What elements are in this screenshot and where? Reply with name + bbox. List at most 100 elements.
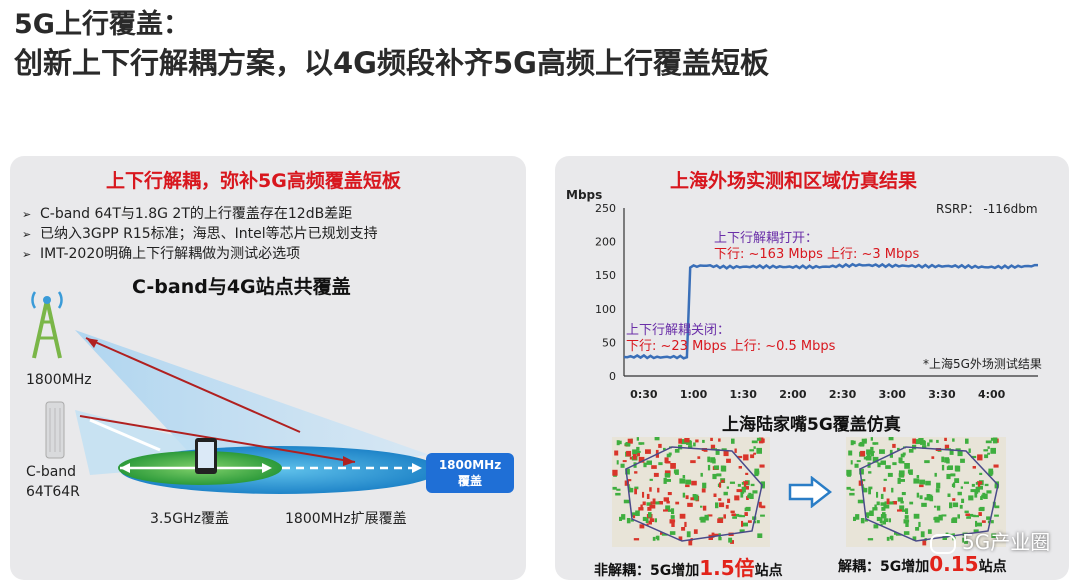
sim-cell xyxy=(853,516,856,521)
sim-cell xyxy=(741,482,744,485)
sim-cell xyxy=(870,452,874,457)
sim-cell xyxy=(658,443,662,448)
sim-cell xyxy=(971,483,975,487)
sim-cell xyxy=(754,468,760,474)
sim-cell xyxy=(727,498,731,503)
sim-cell xyxy=(885,465,891,469)
sim-cell xyxy=(756,437,762,441)
sim-cell xyxy=(636,450,641,453)
sim-cell xyxy=(760,481,765,487)
sim-cell xyxy=(729,481,735,484)
sim-cell xyxy=(916,492,920,498)
sim-cell xyxy=(850,460,853,465)
sim-cell xyxy=(870,437,873,441)
sim-cell xyxy=(892,443,896,448)
sim-cell xyxy=(630,519,634,522)
sim-cell xyxy=(863,456,866,460)
caption-non-decoupled-value: 1.5倍 xyxy=(699,556,755,580)
sim-cell xyxy=(734,495,740,501)
sim-cell xyxy=(880,523,883,526)
cband-antenna-icon xyxy=(45,401,65,459)
sim-cell xyxy=(679,513,686,519)
sim-cell xyxy=(959,504,963,509)
sim-cell xyxy=(866,449,872,455)
sim-cell xyxy=(884,501,887,505)
sim-cell xyxy=(649,504,656,509)
sim-cell xyxy=(886,536,890,541)
sim-cell xyxy=(713,465,719,470)
sim-cell xyxy=(957,450,963,457)
sim-cell xyxy=(645,518,649,523)
sim-cell xyxy=(756,520,760,524)
sim-cell xyxy=(986,490,992,494)
bullet-item: ➢ 已纳入3GPP R15标准；海思、Intel等芯片已规划支持 xyxy=(22,226,378,242)
sim-cell xyxy=(636,452,640,457)
sim-cell xyxy=(686,440,691,445)
sim-cell xyxy=(918,521,921,527)
sim-cell xyxy=(980,496,983,500)
annotation-on-values: 下行: ~163 Mbps 上行: ~3 Mbps xyxy=(714,247,920,262)
sim-cell xyxy=(655,535,659,540)
sim-cell xyxy=(702,482,707,489)
rsrp-label: RSRP： -116dbm xyxy=(936,202,1038,216)
sim-cell xyxy=(860,518,865,524)
sim-cell xyxy=(646,493,650,499)
sim-cell xyxy=(858,480,863,486)
sim-cell xyxy=(638,456,645,463)
sim-cell xyxy=(903,519,910,523)
sim-cell xyxy=(882,520,886,525)
sim-cell xyxy=(868,486,873,490)
sim-cell xyxy=(897,447,900,451)
sim-cell xyxy=(888,518,891,523)
sim-cell xyxy=(922,445,927,449)
sim-cell xyxy=(716,473,722,477)
sim-cell xyxy=(760,514,765,517)
sim-cell xyxy=(990,447,996,454)
sim-cell xyxy=(973,515,979,518)
sim-cell xyxy=(720,465,725,472)
sim-cell xyxy=(642,491,645,498)
sim-cell xyxy=(753,520,757,524)
sim-cell xyxy=(918,438,924,443)
sim-cell xyxy=(697,456,701,459)
sim-cell xyxy=(753,446,756,449)
bullet-arrow-icon: ➢ xyxy=(22,248,32,261)
sim-cell xyxy=(731,513,736,516)
sim-cell xyxy=(625,468,630,475)
sim-cell xyxy=(691,480,697,486)
sim-cell xyxy=(974,491,978,498)
sim-cell xyxy=(895,533,902,536)
sim-cell xyxy=(941,464,945,471)
sim-cell xyxy=(647,506,652,511)
sim-cell xyxy=(617,440,622,445)
sim-cell xyxy=(723,450,729,457)
sim-cell xyxy=(889,449,893,454)
sim-cell xyxy=(987,452,990,455)
label-3-5ghz: 3.5GHz覆盖 xyxy=(150,511,229,527)
y-tick-label: 50 xyxy=(602,336,616,349)
sim-cell xyxy=(633,538,640,541)
sim-cell xyxy=(719,502,725,508)
sim-cell xyxy=(669,531,676,535)
sim-cell xyxy=(913,478,920,484)
sim-cell xyxy=(615,492,621,496)
sim-cell xyxy=(655,501,660,505)
sim-cell xyxy=(629,487,634,493)
sim-cell xyxy=(701,488,706,493)
sim-cell xyxy=(621,514,626,520)
label-1800-extended: 1800MHz扩展覆盖 xyxy=(285,511,407,527)
sim-cell xyxy=(908,449,914,453)
sim-cell xyxy=(881,506,886,511)
sim-cell xyxy=(903,531,910,535)
sim-cell xyxy=(889,501,894,505)
sim-cell xyxy=(867,538,874,541)
sim-cell xyxy=(866,454,871,460)
y-tick-label: 0 xyxy=(609,370,616,383)
sim-cell xyxy=(622,460,627,463)
y-tick-label: 250 xyxy=(595,202,616,215)
sim-cell xyxy=(626,450,632,457)
x-tick-label: 3:30 xyxy=(928,388,956,401)
y-tick-label: 100 xyxy=(595,303,616,316)
sim-cell xyxy=(668,509,672,512)
sim-cell xyxy=(757,533,763,538)
